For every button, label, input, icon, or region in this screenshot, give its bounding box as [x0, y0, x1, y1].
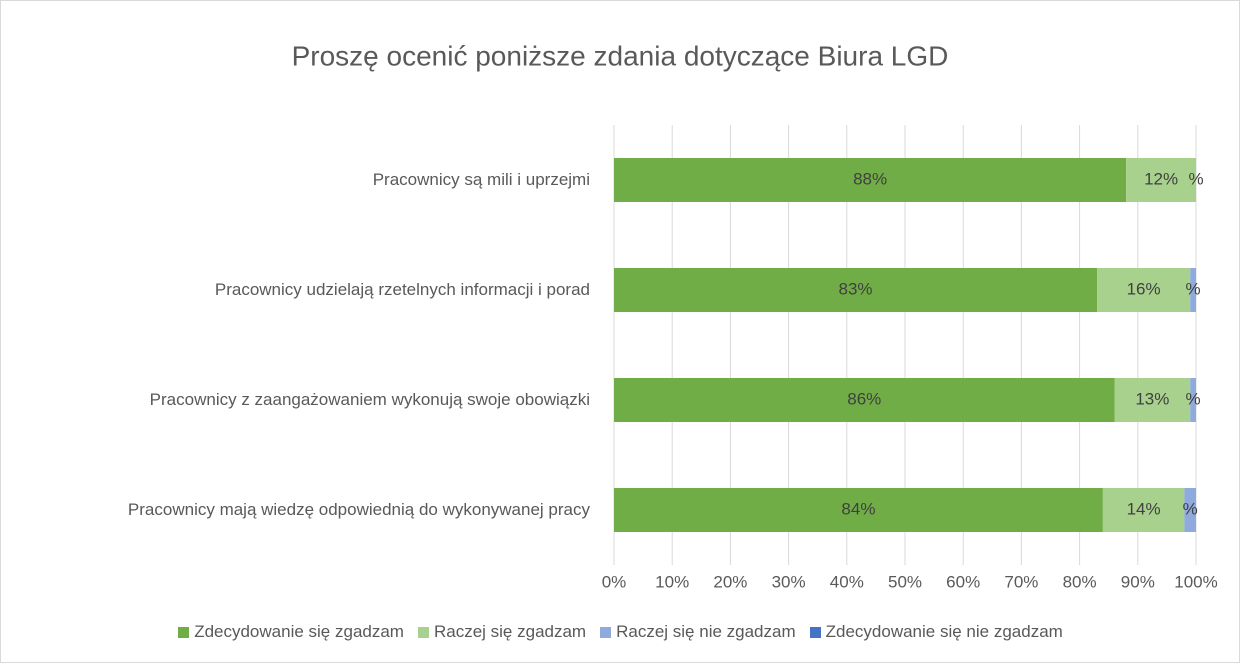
data-label: % [1188, 169, 1203, 188]
data-label: 86% [847, 389, 881, 408]
x-tick-label: 0% [602, 572, 627, 591]
data-label: 14% [1127, 499, 1161, 518]
bar-segment [614, 268, 1098, 312]
legend-swatch [178, 626, 190, 638]
data-label: % [1186, 389, 1201, 408]
legend-label: Raczej się nie zgadzam [616, 622, 796, 641]
bar-segment [1114, 378, 1191, 422]
bar-segment [1097, 268, 1191, 312]
legend-swatch [809, 626, 821, 638]
legend-item: Raczej się nie zgadzam [600, 622, 796, 642]
data-label: 84% [841, 499, 875, 518]
legend-label: Zdecydowanie się zgadzam [194, 622, 404, 641]
bar-segment [1184, 488, 1196, 532]
data-label: % [1186, 279, 1201, 298]
bar-segment [1102, 488, 1185, 532]
data-label: 88% [853, 169, 887, 188]
x-tick-label: 40% [830, 572, 864, 591]
x-tick-label: 10% [655, 572, 689, 591]
legend-label: Zdecydowanie się nie zgadzam [825, 622, 1063, 641]
x-tick-label: 80% [1063, 572, 1097, 591]
bar-segment [614, 488, 1103, 532]
legend-swatch [417, 626, 429, 638]
x-tick-label: 20% [713, 572, 747, 591]
bar-segment [614, 158, 1127, 202]
x-tick-label: 60% [946, 572, 980, 591]
x-tick-label: 70% [1004, 572, 1038, 591]
category-label: Pracownicy mają wiedzę odpowiednią do wy… [127, 500, 590, 519]
data-label: 13% [1135, 389, 1169, 408]
bar-segment [614, 378, 1115, 422]
category-label: Pracownicy z zaangażowaniem wykonują swo… [149, 390, 590, 409]
legend-item: Raczej się zgadzam [417, 622, 587, 642]
category-label: Pracownicy są mili i uprzejmi [372, 170, 590, 189]
data-label: 83% [839, 279, 873, 298]
legend-item: Zdecydowanie się nie zgadzam [809, 622, 1063, 642]
legend-swatch [600, 626, 612, 638]
bar-segment [1190, 268, 1196, 312]
x-tick-label: 100% [1174, 572, 1217, 591]
legend: Zdecydowanie się zgadzam Raczej się zgadz… [0, 622, 1241, 642]
category-label: Pracownicy udzielają rzetelnych informac… [214, 280, 590, 299]
data-label: % [1183, 499, 1198, 518]
x-tick-label: 30% [772, 572, 806, 591]
data-label: 16% [1127, 279, 1161, 298]
x-tick-label: 90% [1121, 572, 1155, 591]
x-tick-label: 50% [888, 572, 922, 591]
bar-segment [1190, 378, 1196, 422]
legend-item: Zdecydowanie się zgadzam [178, 622, 404, 642]
chart-title: Proszę ocenić poniższe zdania dotyczące … [292, 40, 949, 71]
data-label: 12% [1144, 169, 1178, 188]
legend-label: Raczej się zgadzam [433, 622, 587, 641]
bar-segment [1126, 158, 1196, 202]
